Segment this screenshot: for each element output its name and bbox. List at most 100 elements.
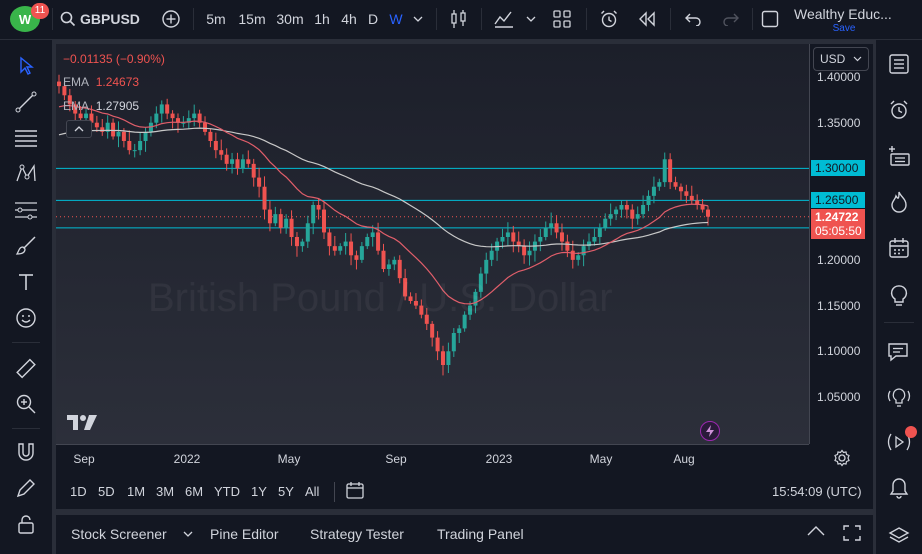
- ema-slow-line[interactable]: [58, 127, 709, 248]
- pine-ideas-button[interactable]: [883, 382, 915, 414]
- interval-15m[interactable]: 15m: [238, 11, 266, 27]
- cursor-tool[interactable]: [10, 50, 42, 82]
- candle-body: [413, 301, 418, 306]
- candle-body: [316, 205, 321, 210]
- candle-body: [127, 141, 132, 151]
- range-6m[interactable]: 6M: [185, 484, 204, 499]
- events-marker[interactable]: [700, 421, 720, 441]
- symbol-search-button[interactable]: GBPUSD: [60, 0, 140, 38]
- fullscreen-layout-button[interactable]: [758, 0, 782, 38]
- layers-button[interactable]: [883, 520, 915, 552]
- lock-drawings-tool[interactable]: [10, 508, 42, 540]
- collapse-legend-button[interactable]: [66, 120, 92, 138]
- alert-button[interactable]: [596, 0, 622, 38]
- range-1d[interactable]: 1D: [70, 484, 87, 499]
- interval-d[interactable]: D: [367, 11, 379, 27]
- ideas-button[interactable]: [883, 280, 915, 312]
- last-price-badge[interactable]: 1.24722 05:05:50: [811, 208, 865, 239]
- time-tick-label: Aug: [673, 452, 695, 466]
- data-window-button[interactable]: [883, 140, 915, 172]
- chart-settings-button[interactable]: [833, 449, 851, 467]
- replay-button[interactable]: [634, 0, 660, 38]
- range-all[interactable]: All: [305, 484, 320, 499]
- ema-fast-line[interactable]: [58, 104, 709, 305]
- currency-button[interactable]: USD: [813, 47, 869, 71]
- time-axis[interactable]: [56, 444, 809, 474]
- range-5d[interactable]: 5D: [98, 484, 115, 499]
- tab-pine-editor[interactable]: Pine Editor: [210, 526, 279, 542]
- interval-dropdown[interactable]: [410, 0, 426, 38]
- price-axis[interactable]: USD: [809, 44, 873, 444]
- pattern-tool[interactable]: [10, 158, 42, 190]
- layout-name-button[interactable]: Wealthy Educ... Save: [794, 6, 894, 34]
- flame-icon: [891, 191, 907, 213]
- magnet-tool[interactable]: [10, 436, 42, 468]
- forecast-tool[interactable]: [10, 194, 42, 226]
- measure-tool[interactable]: [10, 352, 42, 384]
- range-3m[interactable]: 3M: [156, 484, 175, 499]
- candle-body: [500, 237, 505, 242]
- range-ytd[interactable]: YTD: [214, 484, 240, 499]
- candle-body: [305, 223, 310, 242]
- level-price-badge[interactable]: 1.30000: [811, 160, 865, 177]
- interval-30m[interactable]: 30m: [276, 11, 304, 27]
- ema-legend-row-1[interactable]: EMA 1.24673: [63, 75, 139, 89]
- indicators-dropdown[interactable]: [524, 0, 538, 38]
- interval-5m[interactable]: 5m: [206, 11, 226, 27]
- text-tool[interactable]: [10, 266, 42, 298]
- emoji-tool[interactable]: [10, 302, 42, 334]
- zoom-tool[interactable]: [10, 388, 42, 420]
- candle-body: [581, 246, 586, 256]
- list-icon: [889, 54, 909, 74]
- candle-body: [67, 95, 72, 105]
- candle-body: [451, 333, 456, 352]
- trend-line-tool[interactable]: [10, 86, 42, 118]
- chats-button[interactable]: [883, 336, 915, 368]
- watchlist-button[interactable]: [883, 48, 915, 80]
- price-tick-label: 1.10000: [817, 344, 861, 359]
- range-5y[interactable]: 5Y: [278, 484, 294, 499]
- candle-body: [408, 296, 413, 301]
- calendar-button[interactable]: [883, 232, 915, 264]
- ema-legend-row-2[interactable]: EMA 1.27905: [63, 99, 139, 113]
- goto-date-button[interactable]: [345, 481, 367, 501]
- notifications-button[interactable]: [883, 472, 915, 504]
- gear-icon: [834, 449, 850, 467]
- candle-body: [73, 104, 78, 114]
- hotlists-button[interactable]: [883, 186, 915, 218]
- templates-button[interactable]: [548, 0, 576, 38]
- redo-button[interactable]: [718, 0, 744, 38]
- alerts-button[interactable]: [883, 94, 915, 126]
- grid-icon: [553, 10, 571, 28]
- candle-body: [522, 246, 527, 256]
- level-price-badge[interactable]: 1.26500: [811, 192, 865, 209]
- interval-1h[interactable]: 1h: [314, 11, 330, 27]
- tab-stock-screener[interactable]: Stock Screener: [71, 526, 193, 542]
- ema-label: EMA: [63, 75, 89, 89]
- calendar-range-icon: [346, 482, 364, 499]
- divider: [481, 8, 482, 30]
- interval-4h[interactable]: 4h: [341, 11, 357, 27]
- range-1m[interactable]: 1M: [127, 484, 146, 499]
- undo-button[interactable]: [680, 0, 706, 38]
- cursor-icon: [20, 56, 34, 75]
- price-chart[interactable]: [56, 44, 873, 509]
- chart-pane[interactable]: British Pound / U.S. Dollar −0.01135 (−0…: [56, 44, 873, 509]
- collapse-panel-button[interactable]: [806, 525, 828, 543]
- maximize-panel-button[interactable]: [842, 524, 864, 544]
- tab-trading-panel[interactable]: Trading Panel: [437, 526, 524, 542]
- utc-clock[interactable]: 15:54:09 (UTC): [772, 484, 862, 499]
- range-1y[interactable]: 1Y: [251, 484, 267, 499]
- chart-type-button[interactable]: [446, 0, 472, 38]
- candle-body: [230, 159, 235, 164]
- candle-body: [62, 86, 67, 96]
- compare-button[interactable]: [158, 0, 184, 38]
- brush-tool[interactable]: [10, 230, 42, 262]
- price-tick-label: 1.15000: [817, 298, 861, 313]
- fib-tool[interactable]: [10, 122, 42, 154]
- stay-drawing-tool[interactable]: [10, 472, 42, 504]
- interval-w-active[interactable]: W: [389, 11, 403, 27]
- indicators-button[interactable]: [490, 0, 518, 38]
- divider: [334, 482, 335, 502]
- tab-strategy-tester[interactable]: Strategy Tester: [310, 526, 404, 542]
